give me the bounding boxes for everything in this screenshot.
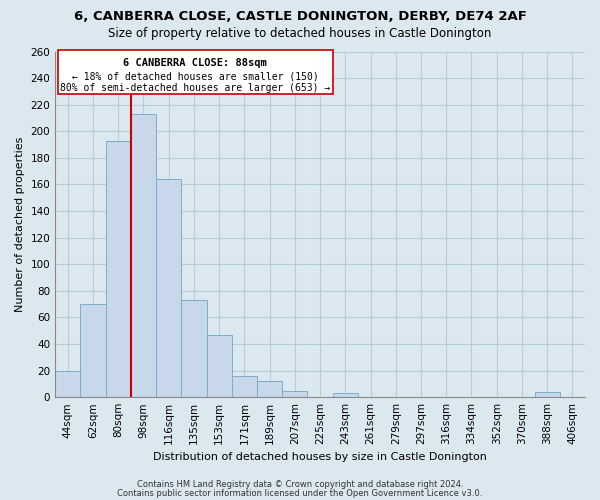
Text: Size of property relative to detached houses in Castle Donington: Size of property relative to detached ho… xyxy=(109,28,491,40)
Bar xyxy=(535,392,560,397)
Text: ← 18% of detached houses are smaller (150): ← 18% of detached houses are smaller (15… xyxy=(72,72,319,82)
Y-axis label: Number of detached properties: Number of detached properties xyxy=(15,136,25,312)
Bar xyxy=(156,179,181,397)
X-axis label: Distribution of detached houses by size in Castle Donington: Distribution of detached houses by size … xyxy=(153,452,487,462)
Text: Contains public sector information licensed under the Open Government Licence v3: Contains public sector information licen… xyxy=(118,488,482,498)
Bar xyxy=(232,376,257,397)
Bar xyxy=(55,370,80,397)
Text: 6 CANBERRA CLOSE: 88sqm: 6 CANBERRA CLOSE: 88sqm xyxy=(124,58,267,68)
Text: 80% of semi-detached houses are larger (653) →: 80% of semi-detached houses are larger (… xyxy=(60,84,331,94)
Bar xyxy=(131,114,156,397)
Bar xyxy=(181,300,206,397)
Bar xyxy=(106,140,131,397)
Bar xyxy=(282,390,307,397)
Bar xyxy=(257,381,282,397)
Bar xyxy=(80,304,106,397)
Bar xyxy=(332,393,358,397)
Bar xyxy=(206,334,232,397)
Text: 6, CANBERRA CLOSE, CASTLE DONINGTON, DERBY, DE74 2AF: 6, CANBERRA CLOSE, CASTLE DONINGTON, DER… xyxy=(74,10,526,23)
FancyBboxPatch shape xyxy=(58,50,332,94)
Text: Contains HM Land Registry data © Crown copyright and database right 2024.: Contains HM Land Registry data © Crown c… xyxy=(137,480,463,489)
